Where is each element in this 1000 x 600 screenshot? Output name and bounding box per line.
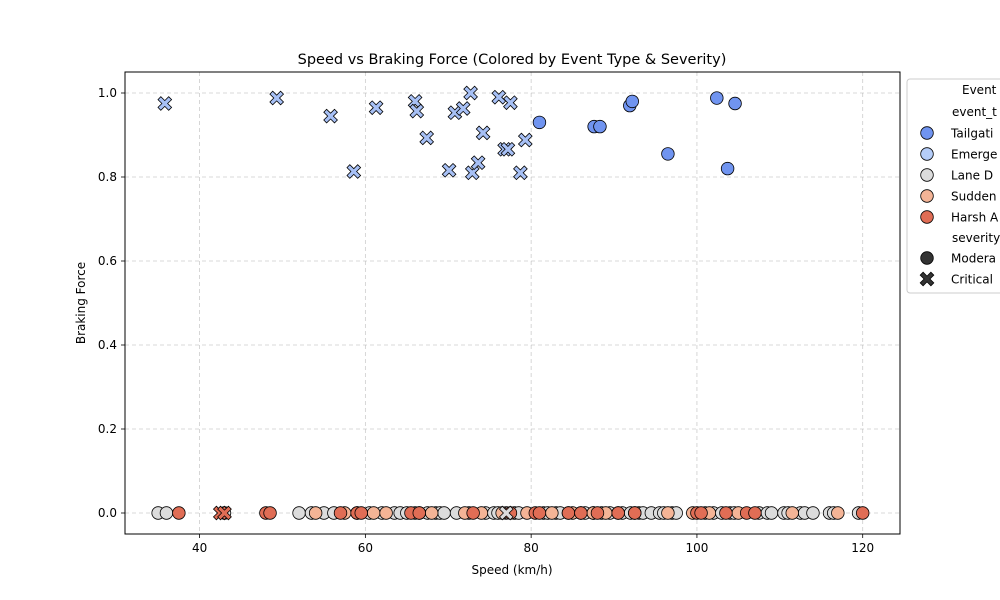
data-point-x [503,95,518,111]
legend-entry-label: Modera [951,252,996,266]
y-tick-label: 0.6 [98,254,117,268]
data-point-circle [292,506,306,520]
data-point-x [463,85,478,101]
data-point-circle [172,506,186,520]
data-point-circle [593,119,607,134]
data-point-circle [308,506,323,520]
y-tick-label: 0.2 [98,422,117,436]
data-point-x [500,141,516,157]
data-point-x [498,505,514,521]
data-point-circle [263,506,277,520]
data-point-circle [532,115,547,130]
data-point-circle [561,506,576,520]
data-point-circle [710,91,724,105]
data-point-circle [333,506,348,520]
data-point-x [470,155,486,171]
chart-title: Speed vs Braking Force (Colored by Event… [298,52,727,68]
legend-marker [919,271,935,287]
data-point-circle [661,506,675,520]
data-point-x [323,108,338,124]
legend-entry-label: Sudden [951,190,996,204]
data-point-circle [424,506,439,520]
data-point-circle [159,506,174,520]
x-tick-label: 60 [358,541,373,555]
legend-marker [920,147,934,161]
data-point-circle [785,506,799,520]
x-tick-label: 80 [524,541,539,555]
data-points [151,85,870,521]
data-point-circle [661,147,675,161]
data-point-circle [611,506,625,520]
data-point-x [455,101,471,116]
legend-severity-entries: Modera Critical [919,251,996,287]
data-point-x [409,103,425,119]
data-point-circle [856,506,870,520]
data-point-x [157,96,173,111]
data-point-x [517,132,533,148]
data-point-circle [412,506,426,520]
data-point-circle [532,506,547,520]
data-point-circle [366,506,381,520]
data-point-circle [720,161,735,176]
data-point-circle [625,94,639,109]
x-axis-label: Speed (km/h) [471,563,552,577]
data-point-circle [590,506,605,520]
legend-title: Event [962,83,997,97]
legend-marker [920,168,934,182]
data-point-x [368,100,384,116]
legend-hue-title: event_t [952,105,997,119]
y-axis-label: Braking Force [74,262,88,344]
legend-marker [920,251,934,265]
legend-severity-title: severity [952,231,1000,245]
legend-entry-label: Lane D [951,169,993,183]
data-point-circle [764,506,779,520]
plot-frame [124,71,901,535]
data-point-circle [694,506,708,520]
legend-marker [920,189,934,203]
data-point-x [491,89,507,105]
data-point-circle [748,506,762,520]
data-point-x [419,130,435,146]
y-tick-label: 0.0 [98,506,117,520]
data-point-x [475,125,491,141]
legend-entry-label: Critical [951,273,993,287]
data-point-circle [466,506,480,520]
data-point-circle [574,506,588,520]
data-point-circle [545,506,559,520]
data-point-x [346,164,362,179]
x-tick-label: 100 [685,541,708,555]
data-point-x [513,165,528,181]
legend-entry-label: Emerge [951,148,997,162]
y-axis-ticks: 0.0 0.2 0.4 0.6 0.8 1.0 [98,86,125,520]
legend: Event event_t Tailgati Emerge Lane D Sudden… [906,78,1000,294]
y-tick-label: 0.8 [98,170,117,184]
legend-marker [920,210,934,224]
x-axis-ticks: 40 60 80 100 120 [192,534,874,555]
legend-event-entries: Tailgati Emerge Lane D Sudden Harsh A [920,126,999,225]
data-point-circle [728,96,742,111]
x-tick-label: 120 [851,541,874,555]
data-point-circle [806,506,820,520]
data-point-circle [628,506,642,520]
data-point-circle [719,506,733,520]
data-point-x [217,505,232,521]
legend-entry-label: Harsh A [951,211,999,225]
data-point-circle [354,506,368,520]
data-point-circle [379,506,393,520]
data-point-x [269,90,285,106]
y-tick-label: 0.4 [98,338,117,352]
x-tick-label: 40 [192,541,207,555]
data-point-circle [437,506,451,520]
grid [125,72,900,534]
data-point-circle [831,506,845,520]
y-tick-label: 1.0 [98,86,117,100]
legend-entry-label: Tailgati [950,127,993,141]
data-point-x [441,162,457,178]
legend-marker [920,126,934,140]
